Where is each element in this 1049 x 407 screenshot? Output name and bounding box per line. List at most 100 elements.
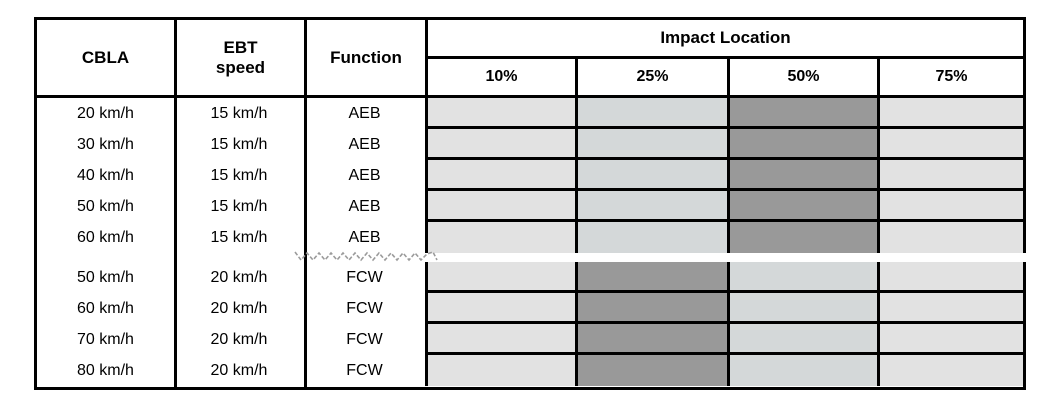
impact-cell [575,160,727,188]
section-break-zigzag-icon [294,251,438,262]
cbla-value: 80 km/h [77,361,134,379]
subheader-25pct: 25% [575,59,727,95]
table-row: 80 km/h 20 km/h FCW [37,355,425,386]
ebt-speed-value: 20 km/h [210,299,268,317]
impact-row [425,324,1023,355]
column-header-impact-location: Impact Location [660,28,791,47]
impact-cell [575,191,727,219]
impact-cell [575,222,727,253]
impact-cell [425,293,575,321]
impact-cell [727,293,877,321]
function-value: FCW [346,268,383,286]
cbla-value: 50 km/h [77,197,134,215]
impact-cell [877,262,1023,290]
column-header-function: Function [330,47,402,67]
impact-cell [727,355,877,386]
ebt-speed-value: 15 km/h [210,228,268,246]
impact-cell [727,222,877,253]
ebt-speed-value: 15 km/h [210,104,268,122]
impact-location-body [425,98,1023,386]
impact-cell [877,324,1023,352]
impact-row [425,98,1023,129]
impact-row [425,191,1023,222]
function-value: FCW [346,299,383,317]
subheader-50pct: 50% [727,59,877,95]
left-columns-body: 20 km/h 15 km/h AEB 30 km/h 15 km/h AEB … [37,98,425,386]
table-row: 50 km/h 20 km/h FCW [37,262,425,293]
divider-cbla-ebt [174,20,177,387]
impact-row [425,355,1023,386]
impact-cell [727,191,877,219]
impact-cell [727,324,877,352]
impact-cell [425,129,575,157]
function-value: AEB [348,135,381,153]
impact-cell [425,222,575,253]
ebt-speed-value: 20 km/h [210,330,268,348]
cbla-value: 40 km/h [77,166,134,184]
function-value: AEB [348,166,381,184]
cbla-value: 30 km/h [77,135,134,153]
impact-cell [877,293,1023,321]
impact-row [425,222,1023,253]
cbla-value: 70 km/h [77,330,134,348]
impact-cell [877,129,1023,157]
impact-cell [425,355,575,386]
impact-cell [877,355,1023,386]
ebt-speed-value: 20 km/h [210,361,268,379]
table-row: 60 km/h 15 km/h AEB [37,222,425,253]
impact-row [425,262,1023,293]
table-row: 20 km/h 15 km/h AEB [37,98,425,129]
impact-cell [877,222,1023,253]
cbla-value: 60 km/h [77,299,134,317]
impact-cell [877,98,1023,126]
impact-cell [425,98,575,126]
impact-cell [425,324,575,352]
impact-cell [575,98,727,126]
test-matrix-table: CBLA EBT speed Function Impact Location … [34,17,1026,390]
divider-ebt-function [304,20,307,387]
table-row: 60 km/h 20 km/h FCW [37,293,425,324]
ebt-speed-value: 15 km/h [210,197,268,215]
ebt-speed-value: 15 km/h [210,166,268,184]
table-row: 70 km/h 20 km/h FCW [37,324,425,355]
ebt-speed-line2: speed [215,57,266,77]
function-value: AEB [348,104,381,122]
subheader-10pct: 10% [425,59,575,95]
column-header-cbla: CBLA [81,47,130,67]
impact-cell [575,324,727,352]
impact-cell [727,160,877,188]
impact-cell [425,191,575,219]
impact-row [425,129,1023,160]
table-row: 40 km/h 15 km/h AEB [37,160,425,191]
function-value: FCW [346,361,383,379]
function-value: AEB [348,228,381,246]
impact-cell [877,191,1023,219]
function-value: FCW [346,330,383,348]
column-header-ebt-speed: EBT speed [177,20,304,95]
ebt-speed-line1: EBT [223,37,258,57]
impact-cell [727,98,877,126]
impact-cell [575,129,727,157]
function-value: AEB [348,197,381,215]
cbla-value: 50 km/h [77,268,134,286]
impact-row [425,160,1023,191]
cbla-value: 20 km/h [77,104,134,122]
impact-cell [575,262,727,290]
header-bottom-border [37,95,1023,98]
impact-row [425,293,1023,324]
impact-cell [425,262,575,290]
impact-cell [575,355,727,386]
table-row: 50 km/h 15 km/h AEB [37,191,425,222]
impact-subheader-row: 10% 25% 50% 75% [425,59,1023,95]
impact-cell [727,129,877,157]
ebt-speed-value: 15 km/h [210,135,268,153]
impact-title-bottom-border [425,56,1023,59]
subheader-75pct: 75% [877,59,1023,95]
impact-cell [575,293,727,321]
impact-cell [877,160,1023,188]
impact-cell [425,160,575,188]
ebt-speed-value: 20 km/h [210,268,268,286]
table-row: 30 km/h 15 km/h AEB [37,129,425,160]
cbla-value: 60 km/h [77,228,134,246]
